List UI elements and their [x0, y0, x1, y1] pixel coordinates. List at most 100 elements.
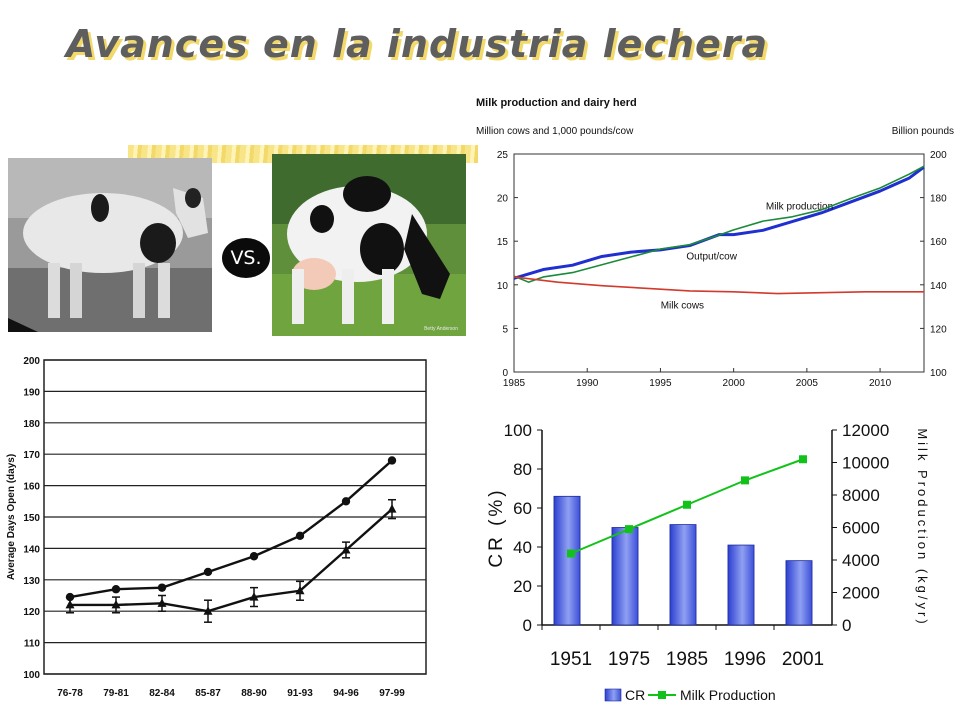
- left-tick-label: 20: [497, 194, 509, 205]
- right-tick-label: 140: [930, 281, 947, 292]
- x-tick-label: 2005: [796, 378, 819, 389]
- y-axis-label: Average Days Open (days): [6, 454, 17, 580]
- data-point-triangle: [203, 606, 213, 615]
- left-tick-label: 5: [502, 324, 508, 335]
- data-point-circle: [157, 583, 167, 592]
- right-axis-label: Billion pounds: [892, 126, 954, 137]
- data-point-circle: [295, 531, 305, 541]
- y-tick-label: 140: [23, 544, 40, 555]
- right-tick-label: 10000: [842, 454, 889, 473]
- x-tick-label: 2000: [723, 378, 746, 389]
- y-tick-label: 130: [23, 576, 40, 587]
- right-tick-label: 2000: [842, 584, 880, 603]
- cr-milk-chart: 0 20 40 60 80 100 0 2000 4000 6000 8000 10000 12000 1…: [486, 421, 930, 703]
- y2-axis-label: Milk Production (kg/yr): [915, 428, 930, 626]
- photo-modern-cow: Betty Anderson: [272, 154, 466, 336]
- series-line-triangle: [70, 508, 393, 613]
- x-tick-label: 76-78: [57, 688, 83, 699]
- x-tick-label: 1996: [724, 649, 766, 670]
- series-label: Milk production: [766, 201, 833, 212]
- left-tick-label: 15: [497, 237, 509, 248]
- right-tick-label: 4000: [842, 551, 880, 570]
- legend-label-milk-production: Milk Production: [680, 687, 776, 703]
- photo-credit: Betty Anderson: [424, 326, 458, 332]
- series-line-circle: [69, 459, 393, 599]
- data-point-triangle: [341, 544, 351, 554]
- x-tick-label: 2010: [869, 378, 892, 389]
- days-open-chart: 100 110 120 130 140 150 160 170 180 190 200 76-78 79…: [6, 356, 427, 699]
- x-tick-label: 2001: [782, 649, 824, 670]
- data-point-circle: [249, 552, 259, 561]
- data-point-triangle: [111, 599, 121, 609]
- left-tick-label: 80: [513, 460, 532, 479]
- y-tick-label: 110: [24, 639, 41, 650]
- left-tick-label: 10: [497, 281, 509, 292]
- legend-marker-milk-production: [658, 691, 666, 699]
- y-axis-label: CR (%): [486, 487, 507, 567]
- data-point-circle: [387, 456, 397, 465]
- left-tick-label: 0: [502, 368, 508, 379]
- series-label: Output/cow: [686, 251, 737, 262]
- x-tick-label: 82-84: [149, 688, 175, 699]
- data-point-milk-production: [799, 455, 807, 464]
- y-tick-label: 170: [23, 450, 40, 461]
- data-point-triangle: [157, 598, 167, 607]
- data-point-milk-production: [683, 500, 691, 509]
- x-tick-label: 1995: [649, 378, 672, 389]
- series-label: Milk cows: [661, 300, 704, 311]
- x-tick-label: 1990: [576, 378, 599, 389]
- left-tick-label: 0: [523, 616, 532, 635]
- right-tick-label: 8000: [842, 486, 880, 505]
- right-tick-label: 180: [930, 194, 947, 205]
- data-point-circle: [203, 567, 213, 577]
- series-line-milk-cows: [513, 276, 924, 295]
- right-tick-label: 6000: [842, 519, 880, 538]
- y-tick-label: 190: [23, 387, 40, 398]
- slide-title: Avances en la industria lechera: [66, 22, 769, 66]
- data-point-milk-production: [567, 549, 575, 558]
- x-tick-label: 88-90: [241, 688, 267, 699]
- right-tick-label: 0: [842, 616, 851, 635]
- bar-cr: [553, 495, 581, 626]
- left-tick-label: 25: [497, 150, 509, 161]
- y-tick-label: 120: [23, 607, 40, 618]
- x-tick-label: 79-81: [103, 688, 129, 699]
- y-tick-label: 150: [23, 513, 40, 524]
- right-tick-label: 100: [930, 368, 947, 379]
- data-point-triangle: [249, 592, 259, 601]
- left-tick-label: 60: [513, 499, 532, 518]
- data-point-triangle: [295, 585, 305, 595]
- y-tick-label: 180: [23, 419, 40, 430]
- bar-cr: [727, 544, 755, 626]
- data-point-triangle: [65, 599, 75, 609]
- right-tick-label: 12000: [842, 421, 889, 440]
- photo-old-cow: [8, 158, 212, 332]
- x-tick-label: 1985: [503, 378, 526, 389]
- data-point-triangle: [387, 504, 397, 513]
- legend-label-cr: CR: [625, 687, 645, 703]
- x-tick-label: 91-93: [287, 688, 313, 699]
- left-axis-label: Million cows and 1,000 pounds/cow: [476, 126, 634, 137]
- milk-production-chart: Milk production and dairy herd Million c…: [476, 97, 954, 389]
- left-tick-label: 40: [513, 538, 532, 557]
- y-tick-label: 200: [23, 356, 40, 367]
- series-line-output-cow: [513, 165, 925, 283]
- left-tick-label: 20: [513, 577, 532, 596]
- x-tick-label: 97-99: [379, 688, 405, 699]
- x-tick-label: 1985: [666, 649, 708, 670]
- vs-badge: VS.: [222, 238, 270, 278]
- y-tick-label: 160: [23, 482, 40, 493]
- data-point-circle: [341, 497, 351, 506]
- plot-frame: [513, 153, 925, 373]
- bar-cr: [785, 560, 813, 626]
- right-tick-label: 160: [930, 237, 947, 248]
- left-tick-label: 100: [504, 421, 532, 440]
- bar-cr: [611, 527, 639, 626]
- series-line-milk-production: [513, 165, 925, 280]
- data-point-milk-production: [625, 525, 633, 534]
- right-tick-label: 120: [930, 324, 947, 335]
- y-tick-label: 100: [23, 670, 40, 681]
- data-point-milk-production: [741, 476, 749, 485]
- x-tick-label: 85-87: [195, 688, 221, 699]
- x-tick-label: 1951: [550, 649, 592, 670]
